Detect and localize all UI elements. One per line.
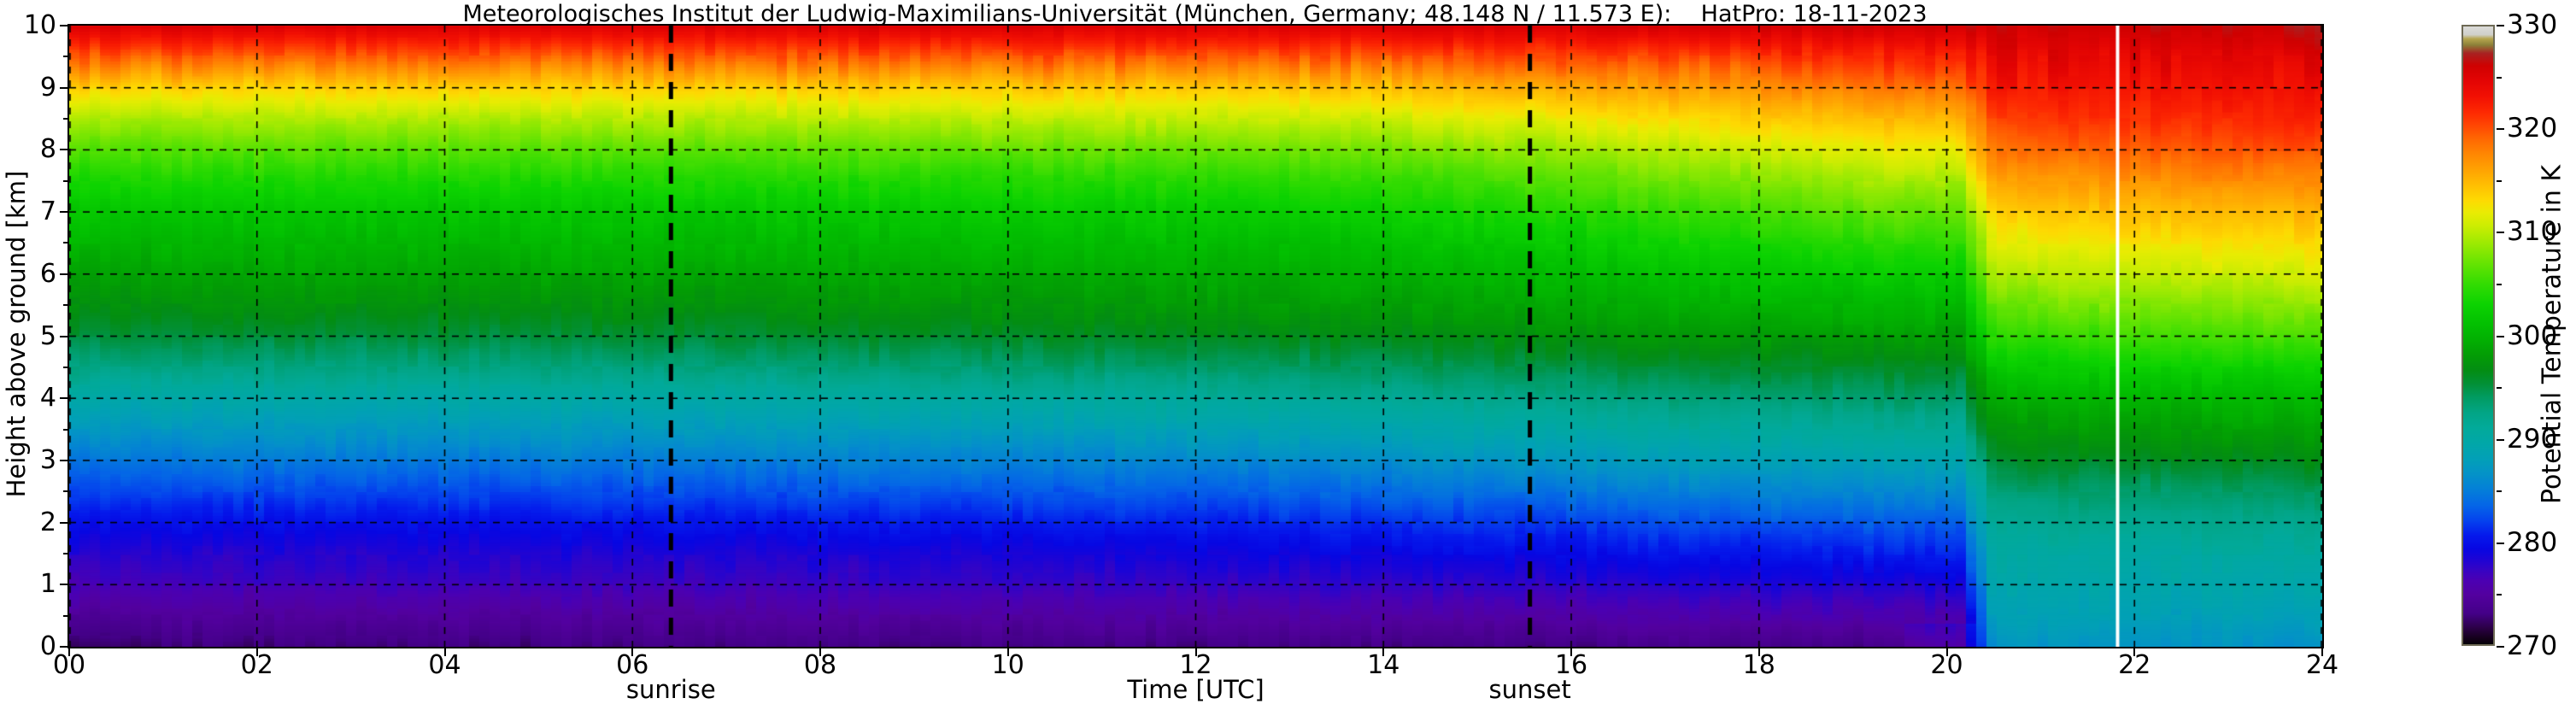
y-tick-label: 7 (39, 197, 56, 227)
y-tick-mark (60, 335, 67, 337)
x-tick-mark (819, 648, 821, 656)
colorbar-tick-label: 300 (2507, 320, 2558, 351)
y-axis-label: Height above ground [km] (2, 170, 31, 498)
x-tick-mark (1757, 648, 1760, 656)
x-tick-label: 18 (1742, 650, 1775, 680)
y-tick-mark (60, 86, 67, 89)
colorbar-tick-mark (2497, 232, 2504, 234)
x-tick-label: 12 (1179, 650, 1212, 680)
x-tick-mark (1382, 648, 1385, 656)
y-tick-label: 3 (39, 444, 56, 475)
colorbar-minor-tick-mark (2497, 283, 2502, 285)
colorbar-tick-mark (2497, 25, 2504, 26)
y-tick-mark (60, 646, 67, 648)
x-tick-label: 22 (2118, 650, 2151, 680)
x-tick-mark (631, 648, 634, 656)
figure-title: Meteorologisches Institut der Ludwig-Max… (462, 1, 1928, 27)
y-tick-label: 2 (39, 507, 56, 537)
colorbar-minor-tick-mark (2497, 179, 2502, 182)
y-minor-tick-mark (63, 552, 67, 554)
y-tick-label: 9 (39, 72, 56, 103)
y-minor-tick-mark (63, 179, 67, 182)
y-tick-mark (60, 521, 67, 524)
x-tick-label: 06 (616, 650, 649, 680)
y-tick-label: 0 (39, 631, 56, 661)
x-tick-mark (1006, 648, 1009, 656)
colorbar-tick-label: 280 (2507, 526, 2558, 558)
x-tick-label: 00 (52, 650, 86, 680)
heatmap-canvas (69, 26, 2322, 647)
y-tick-mark (60, 459, 67, 461)
colorbar-tick-label: 270 (2507, 631, 2558, 661)
colorbar-tick-label: 290 (2507, 423, 2558, 455)
y-tick-mark (60, 25, 67, 26)
y-minor-tick-mark (63, 366, 67, 368)
colorbar-tick-mark (2497, 335, 2504, 337)
y-tick-label: 1 (39, 569, 56, 600)
colorbar-minor-tick-mark (2497, 490, 2502, 493)
y-tick-label: 10 (23, 10, 56, 40)
x-tick-mark (2321, 648, 2323, 656)
colorbar-tick-mark (2497, 438, 2504, 441)
y-minor-tick-mark (63, 56, 67, 58)
x-tick-label: 04 (428, 650, 461, 680)
x-tick-label: 24 (2305, 650, 2339, 680)
x-tick-mark (443, 648, 446, 656)
sunrise-label: sunrise (625, 675, 716, 704)
x-tick-label: 02 (240, 650, 273, 680)
colorbar-tick-mark (2497, 128, 2504, 131)
colorbar-minor-tick-mark (2497, 594, 2502, 596)
y-tick-label: 5 (39, 320, 56, 351)
x-tick-label: 20 (1930, 650, 1963, 680)
y-minor-tick-mark (63, 304, 67, 307)
y-minor-tick-mark (63, 614, 67, 617)
colorbar-tick-label: 310 (2507, 216, 2558, 248)
x-axis-label: Time [UTC] (1127, 675, 1265, 704)
y-minor-tick-mark (63, 490, 67, 493)
colorbar-minor-tick-mark (2497, 76, 2502, 79)
x-tick-mark (1945, 648, 1948, 656)
colorbar-tick-mark (2497, 646, 2504, 648)
colorbar-tick-label: 330 (2507, 9, 2558, 40)
x-tick-label: 08 (803, 650, 837, 680)
y-minor-tick-mark (63, 428, 67, 431)
x-tick-label: 10 (991, 650, 1024, 680)
y-tick-mark (60, 397, 67, 400)
plot-area (67, 24, 2324, 648)
x-tick-mark (255, 648, 258, 656)
y-tick-label: 4 (39, 383, 56, 414)
x-tick-mark (1570, 648, 1572, 656)
x-tick-mark (1194, 648, 1197, 656)
colorbar-gradient (2462, 25, 2495, 646)
colorbar-minor-tick-mark (2497, 387, 2502, 390)
y-tick-label: 8 (39, 134, 56, 165)
x-tick-mark (68, 648, 70, 656)
y-tick-mark (60, 211, 67, 214)
sunset-label: sunset (1488, 675, 1571, 704)
x-tick-mark (2133, 648, 2136, 656)
y-minor-tick-mark (63, 118, 67, 120)
y-minor-tick-mark (63, 242, 67, 244)
x-tick-label: 14 (1367, 650, 1400, 680)
y-tick-mark (60, 149, 67, 151)
y-tick-label: 6 (39, 258, 56, 289)
colorbar-label: Potential Temperature in K (2537, 164, 2567, 505)
x-tick-label: 16 (1554, 650, 1588, 680)
y-tick-mark (60, 273, 67, 275)
colorbar-tick-mark (2497, 542, 2504, 544)
colorbar-tick-label: 320 (2507, 113, 2558, 144)
y-tick-mark (60, 584, 67, 586)
